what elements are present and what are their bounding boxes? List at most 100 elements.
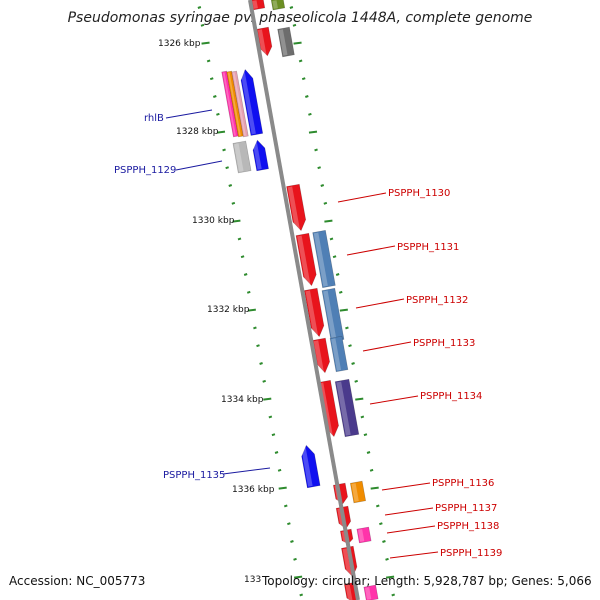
tick-mark [200, 23, 205, 27]
gene-label-pspph-1133: PSPPH_1133 [413, 338, 475, 349]
label-leader-lines [165, 109, 439, 559]
gene-label-pspph-1135: PSPPH_1135 [163, 470, 225, 481]
tick-mark [290, 540, 294, 543]
gene-feature-shape [334, 378, 360, 438]
tick-mark [277, 468, 282, 472]
gene-feature-shape [363, 584, 379, 600]
gene-feature-highlight [305, 290, 319, 337]
tick-mark [351, 362, 355, 365]
leader-line [384, 507, 434, 516]
gene-label-rhlb: rhlB [144, 113, 164, 124]
gene-feature [321, 287, 345, 343]
gene-label-pspph-1138: PSPPH_1138 [437, 521, 499, 532]
gene-feature-highlight [313, 232, 328, 287]
gene-feature-shape [356, 526, 372, 544]
tick-mark [324, 219, 333, 223]
gene-feature-highlight [331, 338, 342, 371]
gene-feature-highlight [227, 72, 241, 136]
gene-label-pspph-1130: PSPPH_1130 [388, 188, 450, 199]
tick-mark [293, 557, 297, 561]
gene-feature [252, 139, 269, 172]
tick-mark [360, 415, 365, 419]
gene-feature-shape [329, 335, 349, 373]
gene-feature-highlight [252, 0, 258, 9]
gene-feature-highlight [345, 584, 353, 600]
tick-mark [268, 415, 273, 419]
gene-feature-shape [286, 183, 307, 232]
tick-mark [298, 59, 303, 63]
tick-mark [314, 148, 318, 152]
gene-feature-highlight [232, 72, 246, 136]
tick-mark [232, 219, 241, 223]
tick-mark [209, 77, 214, 81]
tick-mark [206, 59, 211, 63]
tick-mark [304, 95, 309, 98]
tick-label: 133 [244, 575, 261, 585]
gene-feature [270, 0, 286, 11]
leader-line [381, 482, 431, 491]
tick-mark [385, 557, 389, 561]
gene-feature-highlight [287, 186, 300, 231]
gene-feature-highlight [342, 548, 352, 577]
tick-labels: 1326 kbp 1328 kbp 1330 kbp 1332 kbp 1334… [158, 39, 275, 585]
tick-mark [216, 130, 226, 134]
tick-mark [240, 255, 245, 259]
gene-label-pspph-1134: PSPPH_1134 [420, 391, 482, 402]
gene-feature-highlight [252, 141, 262, 170]
tick-mark [293, 41, 302, 45]
tick-mark [225, 166, 229, 170]
gene-feature-shape [295, 232, 317, 287]
gene-feature-shape [277, 26, 295, 58]
outer-tick-track [197, 6, 304, 597]
tick-mark [338, 290, 343, 294]
tick-mark [323, 201, 328, 205]
leader-line [175, 160, 223, 171]
gene-feature-shape [301, 444, 321, 489]
gene-feature [286, 183, 307, 232]
gene-feature-highlight [278, 29, 288, 56]
leader-line [362, 341, 412, 352]
tick-label: 1332 kbp [207, 305, 250, 315]
tick-mark [253, 326, 257, 330]
tick-mark [247, 308, 256, 312]
tick-mark [201, 41, 210, 45]
gene-labels: rhlB PSPPH_1129 PSPPH_1135 PSPPH_1130 PS… [114, 113, 502, 559]
tick-mark [348, 344, 352, 348]
tick-mark [283, 504, 288, 508]
tick-mark [287, 522, 291, 526]
tick-mark [382, 540, 386, 543]
gene-feature [356, 526, 372, 544]
tick-mark [278, 486, 287, 490]
tick-mark [263, 397, 272, 401]
tick-mark [391, 593, 396, 597]
tick-mark [385, 575, 395, 579]
gene-feature [349, 480, 367, 504]
gene-feature [301, 444, 321, 489]
gene-feature-shape [312, 229, 336, 289]
gene-label-pspph-1131: PSPPH_1131 [397, 242, 459, 253]
tick-label: 1334 kbp [221, 395, 264, 405]
tick-mark [308, 130, 318, 134]
gene-feature-shape [270, 0, 286, 11]
tick-mark [197, 6, 202, 9]
tick-mark [366, 451, 371, 454]
gene-feature-highlight [351, 483, 359, 502]
gene-feature-shape [240, 68, 264, 136]
gene-feature [277, 26, 295, 58]
gene-label-pspph-1136: PSPPH_1136 [432, 478, 494, 489]
tick-mark [228, 184, 233, 187]
gene-feature-shape [304, 287, 325, 338]
tick-label: 1336 kbp [232, 485, 275, 495]
tick-mark [259, 362, 263, 365]
tick-mark [292, 23, 297, 27]
gene-feature-highlight [365, 587, 372, 600]
gene-feature-shape [231, 70, 249, 138]
gene-feature-highlight [222, 72, 236, 136]
tick-mark [289, 6, 294, 9]
leader-line [369, 395, 419, 405]
gene-feature-highlight [257, 29, 267, 56]
tick-label: 1330 kbp [192, 216, 235, 226]
gene-feature-highlight [240, 70, 256, 135]
tick-mark [222, 148, 226, 152]
gene-feature [329, 335, 349, 373]
